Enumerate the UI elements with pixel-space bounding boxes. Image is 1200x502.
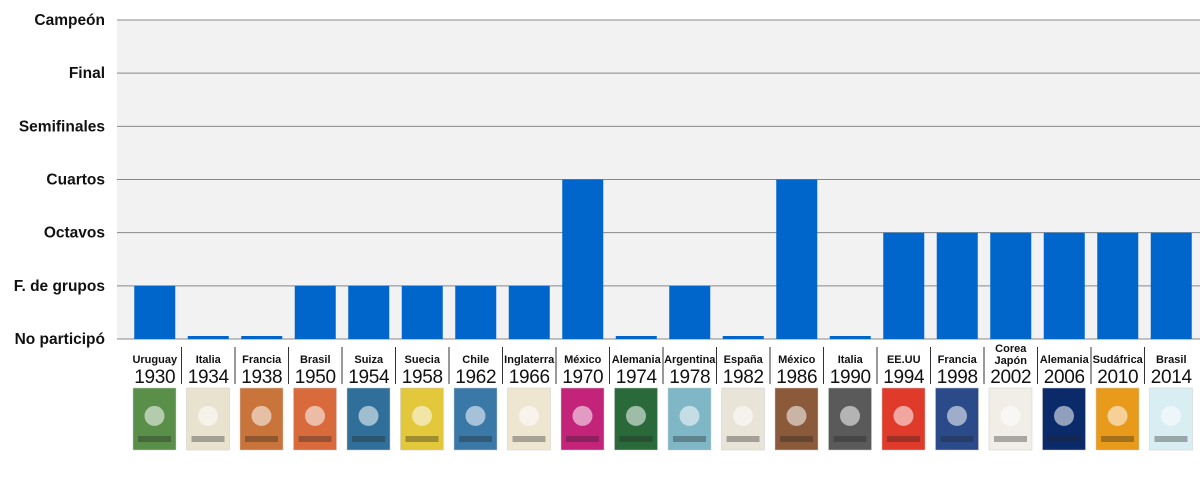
x-country-label: Francia [938, 354, 978, 366]
y-tick-label: Semifinales [19, 118, 105, 135]
poster-image [293, 387, 337, 451]
bar [722, 336, 764, 339]
x-year-label: 1934 [188, 367, 230, 388]
x-country-label: Inglaterra [504, 354, 555, 366]
x-year-label: 1998 [937, 367, 978, 388]
bar [241, 336, 283, 339]
posters [132, 387, 1193, 451]
x-year-label: 1930 [134, 367, 175, 388]
x-year-label: 1986 [776, 367, 817, 388]
x-country-label: Francia [242, 354, 282, 366]
y-tick-label: Final [69, 65, 105, 82]
poster-image [453, 387, 498, 451]
x-year-label: 1990 [830, 367, 871, 388]
bar [615, 336, 657, 339]
poster-image [1095, 387, 1140, 451]
y-tick-label: Octavos [44, 225, 105, 242]
x-year-label: 1958 [402, 367, 443, 388]
bar [1097, 232, 1139, 339]
x-year-label: 1982 [723, 367, 764, 388]
x-year-label: 1994 [883, 367, 925, 388]
x-country-label: Suecia [405, 354, 441, 366]
poster-image [614, 387, 658, 451]
y-tick-label: No participó [15, 331, 105, 348]
x-year-label: 1974 [616, 367, 658, 388]
x-year-label: 1954 [348, 367, 390, 388]
bars [134, 179, 1192, 339]
x-country-label: Sudáfrica [1093, 354, 1144, 366]
x-year-label: 1962 [455, 367, 496, 388]
x-country-label: Chile [462, 354, 489, 366]
x-country-label: México [564, 354, 602, 366]
poster-image [186, 387, 230, 451]
x-country-label: EE.UU [887, 354, 921, 366]
bar [348, 285, 390, 339]
x-country-label: Argentina [664, 354, 716, 366]
poster-image [1149, 387, 1193, 451]
poster-image [774, 387, 819, 451]
x-country-label: Italia [196, 354, 222, 366]
bar [669, 285, 711, 339]
poster-image [560, 387, 605, 451]
x-axis-labels: Uruguay1930Italia1934Francia1938Brasil19… [132, 343, 1192, 388]
y-tick-label: F. de grupos [14, 278, 105, 295]
x-year-label: 1970 [562, 367, 603, 388]
poster-image [1042, 387, 1086, 451]
bar [829, 336, 871, 339]
x-country-label: Alemania [1040, 354, 1090, 366]
bar [883, 232, 925, 339]
x-country-label: Brasil [300, 354, 331, 366]
poster-image [881, 387, 926, 451]
bar [1150, 232, 1192, 339]
x-year-label: 1938 [241, 367, 282, 388]
x-country-label: México [778, 354, 816, 366]
x-year-label: 2014 [1151, 367, 1193, 388]
poster-image [346, 387, 391, 451]
bar [401, 285, 443, 339]
poster-image [132, 387, 177, 451]
poster-image [400, 387, 444, 451]
bar [1043, 232, 1085, 339]
poster-image [667, 387, 712, 451]
x-country-label: España [724, 354, 764, 366]
bar [508, 285, 550, 339]
x-country-label: Suiza [354, 354, 384, 366]
bar [990, 232, 1032, 339]
poster-image [507, 387, 551, 451]
x-country-label: Corea [995, 343, 1027, 355]
bar [936, 232, 978, 339]
bar [134, 285, 176, 339]
x-country-label: Uruguay [132, 354, 178, 366]
bar [562, 179, 604, 339]
poster-image [828, 387, 872, 451]
x-year-label: 1966 [509, 367, 550, 388]
y-axis-labels: No participó F. de grupos Octavos Cuartos Se… [14, 12, 105, 348]
x-year-label: 2002 [990, 367, 1031, 388]
x-year-label: 1950 [295, 367, 336, 388]
x-year-label: 1978 [669, 367, 710, 388]
bar [187, 336, 229, 339]
x-year-label: 2010 [1097, 367, 1138, 388]
bar [294, 285, 336, 339]
y-tick-label: Campeón [34, 12, 105, 29]
poster-image [721, 387, 765, 451]
poster-image [988, 387, 1033, 451]
bar [776, 179, 818, 339]
x-year-label: 2006 [1044, 367, 1085, 388]
bar [455, 285, 497, 339]
x-country-label: Alemania [612, 354, 662, 366]
y-tick-label: Cuartos [46, 172, 105, 189]
x-country-label: Japón [995, 355, 1028, 367]
x-country-label: Brasil [1156, 354, 1187, 366]
poster-image [239, 387, 284, 451]
x-country-label: Italia [838, 354, 864, 366]
poster-image [935, 387, 979, 451]
